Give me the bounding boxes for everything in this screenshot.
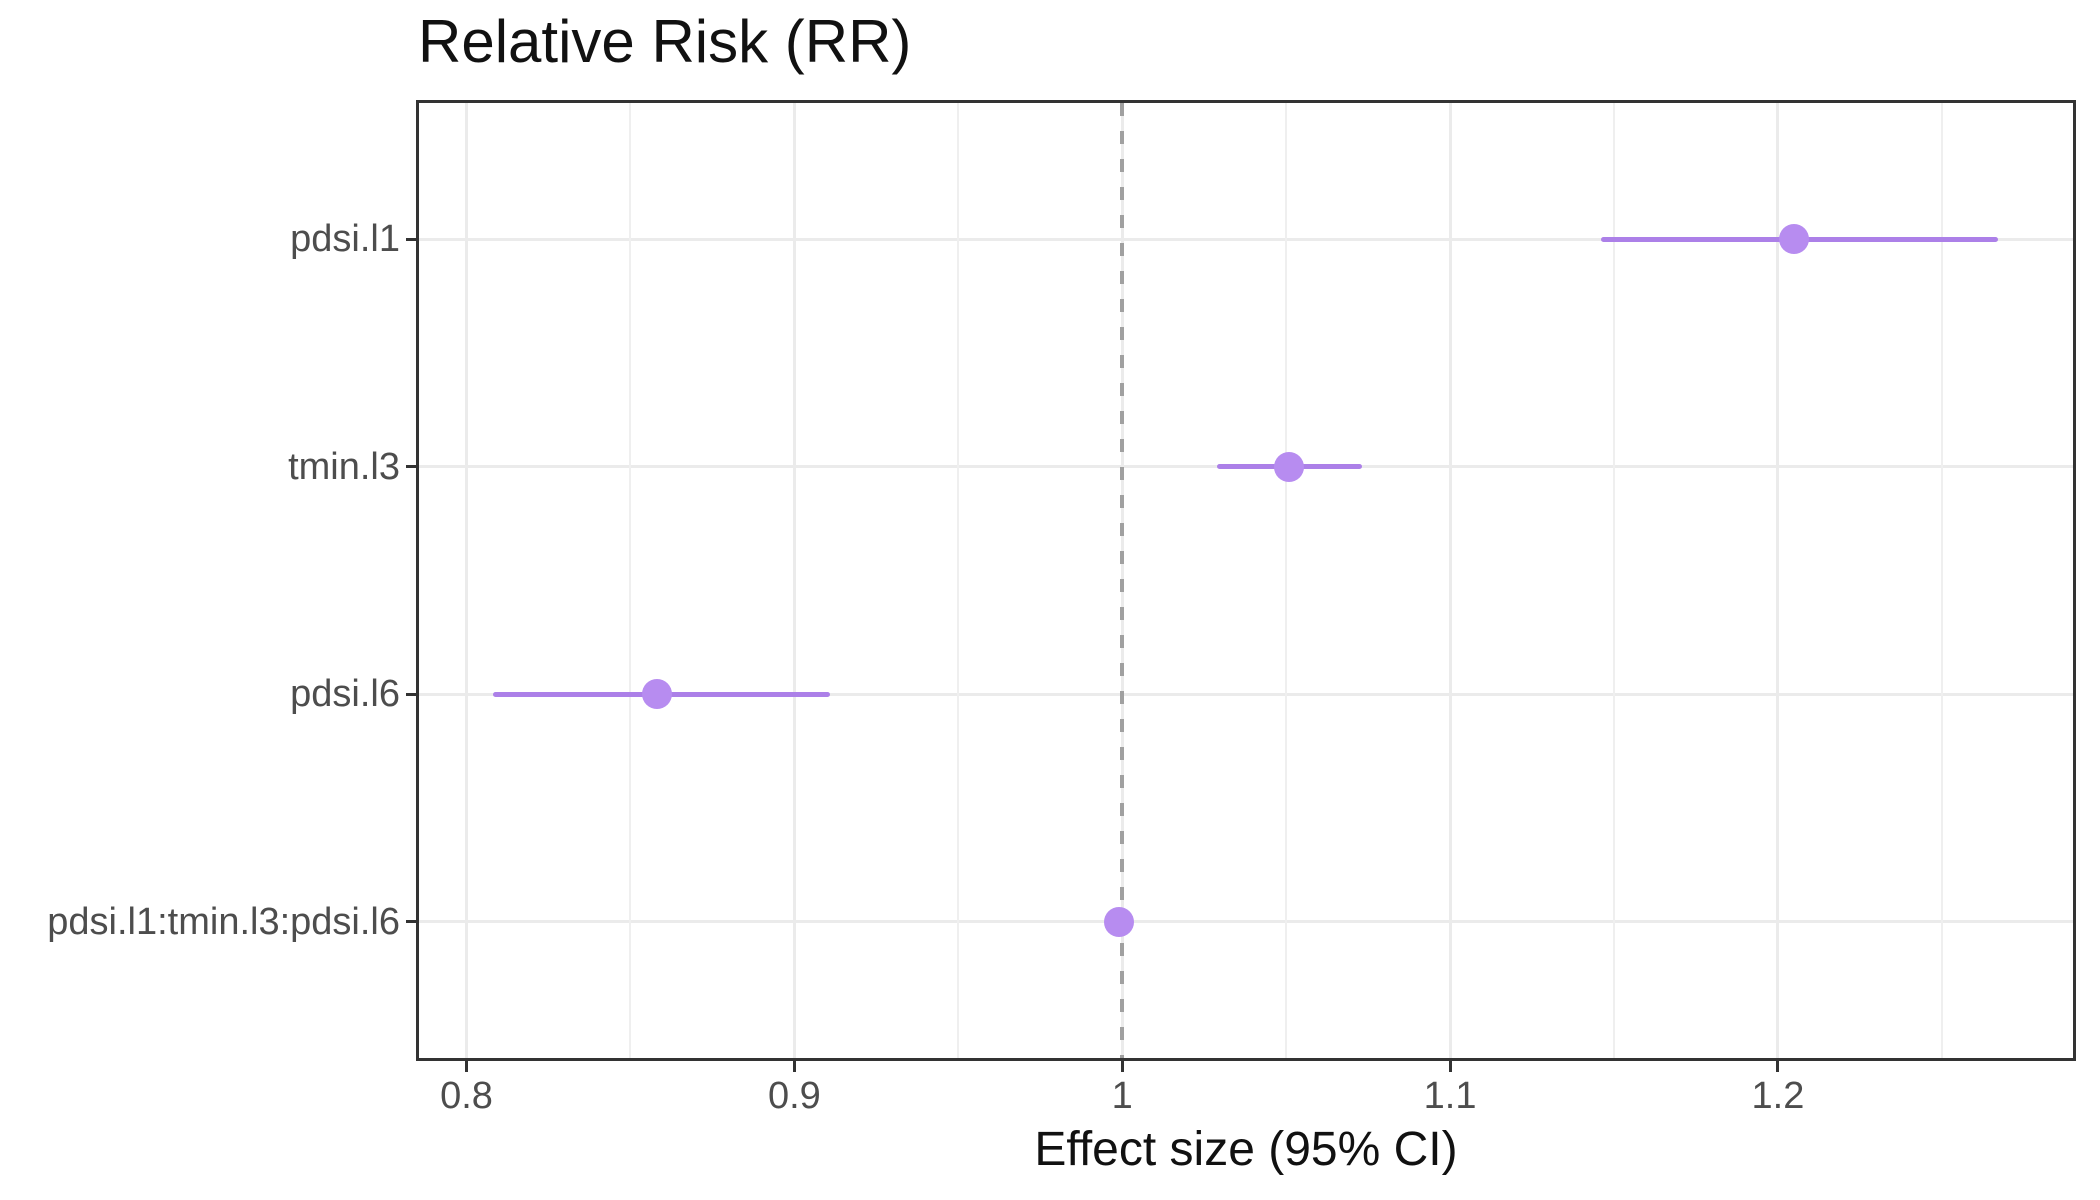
y-tick-mark <box>406 692 419 696</box>
y-tick-mark <box>406 920 419 924</box>
x-tick-label: 0.8 <box>440 1075 493 1117</box>
x-tick-mark <box>1120 1059 1124 1072</box>
y-tick-label: pdsi.l1 <box>290 218 400 261</box>
y-tick-label: tmin.l3 <box>288 445 400 488</box>
minor-gridline-x <box>1940 103 1943 1058</box>
point-marker <box>1103 906 1134 937</box>
point-marker <box>1779 224 1810 255</box>
x-axis-title: Effect size (95% CI) <box>1034 1123 1458 1176</box>
major-gridline-x <box>1448 103 1452 1058</box>
minor-gridline-x <box>1613 103 1615 1058</box>
point-marker <box>1274 451 1305 482</box>
major-gridline-x <box>1776 103 1780 1058</box>
y-tick-mark <box>406 465 419 469</box>
x-tick-label: 0.9 <box>767 1075 821 1117</box>
minor-gridline-x <box>957 103 960 1058</box>
x-tick-label: 1.2 <box>1751 1075 1805 1117</box>
gridline-y <box>419 920 2073 924</box>
major-gridline-x <box>465 103 469 1058</box>
x-tick-mark <box>792 1059 796 1072</box>
plot-title: Relative Risk (RR) <box>418 8 912 75</box>
y-tick-mark <box>406 237 419 241</box>
major-gridline-x <box>792 103 796 1058</box>
y-tick-label: pdsi.l6 <box>290 673 400 716</box>
x-tick-label: 1.1 <box>1423 1075 1477 1117</box>
gridline-y <box>419 237 2073 241</box>
panel-border <box>416 100 2076 1061</box>
plot-panel <box>419 103 2073 1058</box>
x-tick-mark <box>1448 1059 1452 1072</box>
y-tick-label: pdsi.l1:tmin.l3:pdsi.l6 <box>47 900 400 943</box>
minor-gridline-x <box>629 103 632 1058</box>
x-tick-label: 1 <box>1111 1075 1133 1117</box>
point-marker <box>641 679 672 710</box>
minor-gridline-x <box>1285 103 1288 1058</box>
reference-line <box>1120 103 1125 1058</box>
x-tick-mark <box>465 1059 469 1072</box>
gridline-y <box>419 692 2073 696</box>
x-tick-mark <box>1776 1059 1780 1072</box>
